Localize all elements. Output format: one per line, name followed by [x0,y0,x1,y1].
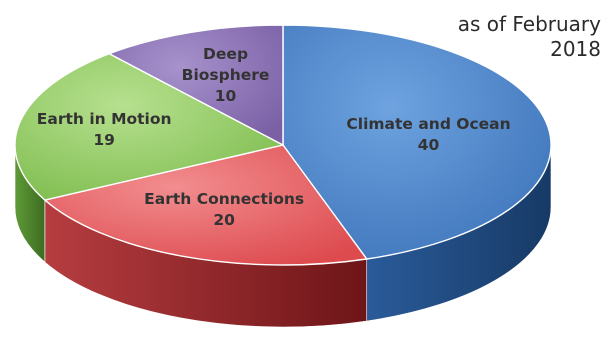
label-climate-and-ocean: Climate and Ocean 40 [346,115,510,154]
slice-value-label: 19 [93,131,115,149]
slice-name-label: Earth in Motion [37,110,172,128]
date-note-line-1: as of February [457,12,601,36]
slice-earth-connections [44,144,368,266]
date-note-line-2: 2018 [550,37,601,61]
label-deep-biosphere: Deep Biosphere 10 [182,45,270,105]
label-earth-in-motion: Earth in Motion 19 [37,110,172,149]
slice-value-label: 10 [215,87,237,105]
slice-name-label: Deep [203,45,248,63]
slice-value-label: 40 [418,136,440,154]
slice-name-label: Biosphere [182,66,270,84]
slice-name-label: Climate and Ocean [346,115,510,133]
slice-earth-in-motion [14,52,284,201]
date-note: as of February 2018 [431,12,601,62]
slice-deep-biosphere [108,24,284,146]
pie-slices [14,24,552,266]
slice-climate-and-ocean [282,24,552,260]
label-earth-connections: Earth Connections 20 [144,190,304,229]
slice-name-label: Earth Connections [144,190,304,208]
slice-value-label: 20 [213,211,235,229]
